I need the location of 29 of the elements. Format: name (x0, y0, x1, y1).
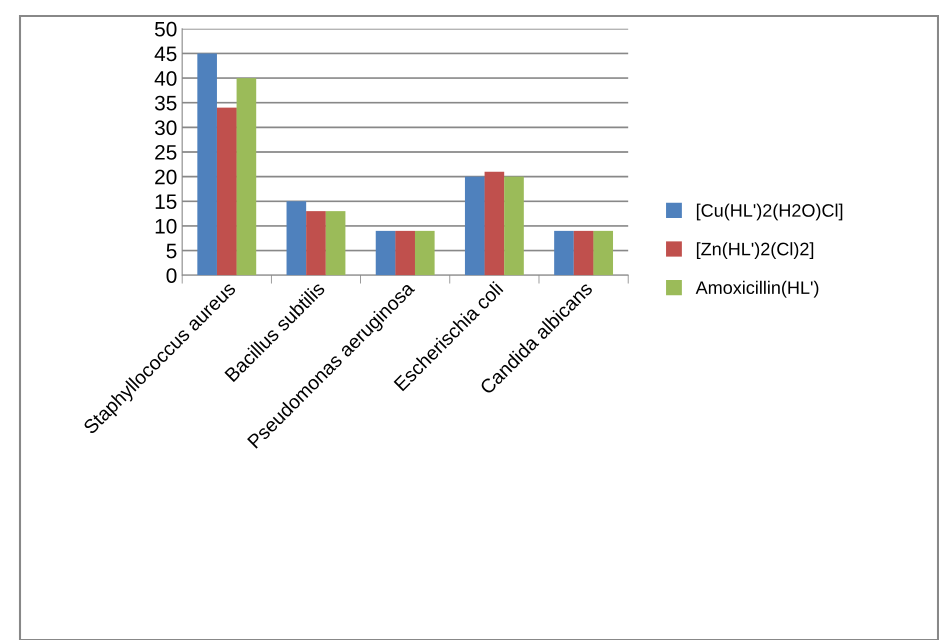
bar (464, 176, 485, 276)
y-tick-label: 15 (156, 194, 176, 210)
y-tick-label: 20 (155, 170, 176, 184)
legend-label: [Zn(HL')2(Cl)2] (696, 242, 814, 260)
bar (593, 230, 614, 276)
y-tick-label: 45 (154, 46, 176, 62)
bar (414, 230, 435, 276)
bar (574, 230, 594, 276)
legend-label: Amoxicillin(HL') (696, 280, 818, 298)
y-tick-label: 30 (154, 120, 176, 136)
legend-label: [Cu(HL')2(H2O)Cl] (696, 204, 842, 220)
bar (395, 230, 415, 276)
bar (306, 211, 326, 276)
y-tick-label: 5 (166, 244, 176, 258)
bar (236, 78, 256, 276)
bar (216, 108, 237, 276)
y-tick-label: 10 (156, 218, 176, 234)
bar (197, 53, 217, 276)
y-tick-label: 40 (154, 71, 176, 86)
y-tick-label: 35 (154, 96, 176, 110)
y-tick-label: 0 (166, 268, 176, 283)
y-tick-label: 50 (154, 22, 176, 37)
bar (504, 176, 524, 276)
bar (286, 201, 306, 276)
bar (376, 230, 396, 276)
bar (484, 172, 504, 276)
bar (554, 230, 574, 276)
bar (326, 211, 346, 276)
y-tick-label: 25 (155, 145, 176, 160)
